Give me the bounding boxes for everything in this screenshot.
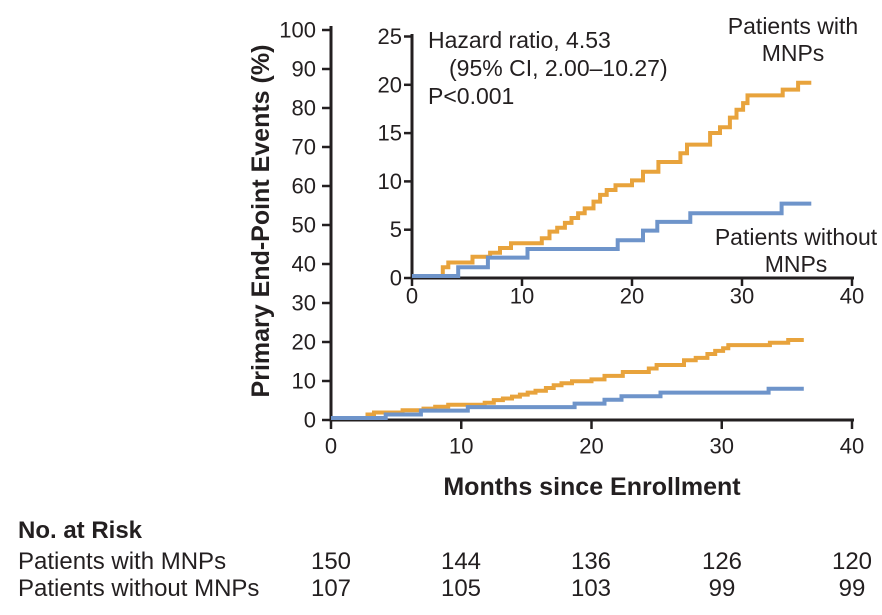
inset-chart-curve-without-mnps: [412, 201, 812, 278]
main-chart-axes-y-tick-label: 30: [292, 291, 316, 316]
risk-cell: 126: [701, 548, 743, 575]
annotation-line-1: Hazard ratio, 4.53: [428, 27, 611, 53]
risk-table-title: No. at Risk: [18, 517, 143, 544]
main-chart-axes-y-tick-label: 90: [292, 57, 316, 82]
series-label-with-line2: MNPs: [761, 40, 825, 66]
risk-cell: 105: [440, 575, 482, 602]
main-chart: [331, 338, 804, 420]
risk-cell: 107: [310, 575, 352, 602]
main-chart-axes-x-tick-label: 0: [325, 434, 337, 459]
inset-chart-axes-x-tick-label: 20: [620, 284, 644, 309]
main-chart-axes-y-tick-label: 10: [292, 369, 316, 394]
series-label-with-mnps: Patients with MNPs: [713, 13, 873, 67]
risk-cell: 99: [708, 575, 736, 602]
series-label-without-mnps: Patients without MNPs: [706, 224, 882, 278]
annotation-line-2: (95% CI, 2.00–10.27): [449, 55, 668, 81]
risk-cell: 120: [831, 548, 873, 575]
main-chart-axes-y-tick-label: 40: [292, 252, 316, 277]
series-label-without-line1: Patients without: [714, 224, 878, 250]
risk-row-label-without: Patients without MNPs: [18, 575, 260, 602]
inset-chart-axes-x-tick-label: 0: [406, 284, 418, 309]
inset-chart-axes-x-tick-label: 10: [510, 284, 534, 309]
main-chart-curve-without-mnps: [331, 386, 804, 420]
risk-cell: 144: [440, 548, 482, 575]
x-axis-title: Months since Enrollment: [443, 473, 741, 501]
inset-chart-axes: 0 5 10 15 20 25 0 10 20 30 40: [378, 24, 865, 309]
main-chart-axes-x-tick-label: 30: [710, 434, 734, 459]
inset-chart-axes-y-tick-label: 5: [390, 217, 402, 242]
main-chart-axes-y-tick-label: 80: [292, 96, 316, 121]
series-label-with-line1: Patients with: [727, 13, 859, 39]
risk-cell: 103: [570, 575, 612, 602]
inset-chart-axes-x-tick-label: 40: [840, 284, 864, 309]
y-axis-title: Primary End-Point Events (%): [247, 44, 275, 398]
series-label-without-line2: MNPs: [764, 251, 828, 277]
main-chart-axes-x-tick-label: 10: [449, 434, 473, 459]
main-chart-axes-x-tick-label: 40: [840, 434, 864, 459]
main-chart-curve-with-mnps: [331, 338, 804, 420]
hazard-ratio-annotation: Hazard ratio, 4.53 (95% CI, 2.00–10.27) …: [428, 26, 668, 110]
risk-cell: 99: [838, 575, 866, 602]
risk-cell: 150: [310, 548, 352, 575]
inset-chart-axes-y-tick-label: 0: [390, 266, 402, 291]
inset-chart-axes-y-tick-label: 25: [378, 24, 402, 49]
main-chart-axes-y-tick-label: 20: [292, 330, 316, 355]
inset-chart: [412, 80, 812, 278]
main-chart-axes-x-tick-label: 20: [579, 434, 603, 459]
main-chart-axes-y-tick-label: 70: [292, 135, 316, 160]
main-chart-axes-y-tick-label: 60: [292, 174, 316, 199]
main-chart-axes-y-tick-label: 100: [279, 18, 316, 43]
inset-chart-axes-x-tick-label: 30: [730, 284, 754, 309]
inset-chart-curve-with-mnps: [412, 80, 812, 278]
annotation-line-3: P<0.001: [428, 83, 515, 109]
inset-chart-axes-y-tick-label: 10: [378, 169, 402, 194]
inset-chart-axes-y-tick-label: 20: [378, 72, 402, 97]
risk-cell: 136: [570, 548, 612, 575]
main-chart-axes-y-tick-label: 0: [304, 408, 316, 433]
risk-row-label-with: Patients with MNPs: [18, 548, 227, 575]
inset-chart-axes-y-tick-label: 15: [378, 121, 402, 146]
main-chart-axes-y-tick-label: 50: [292, 213, 316, 238]
